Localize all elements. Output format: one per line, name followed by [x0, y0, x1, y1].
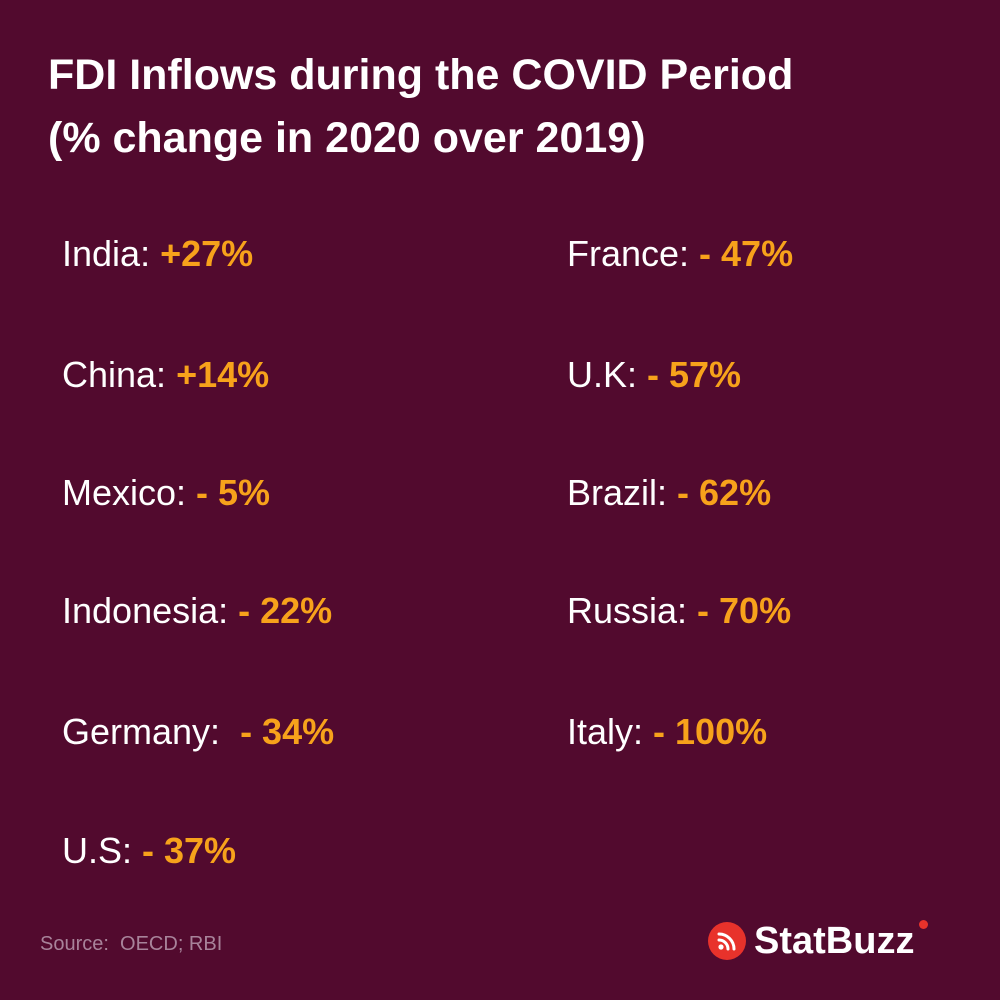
stat-label: China: — [62, 354, 177, 395]
brand-dot — [919, 919, 929, 929]
stat-value: - 5% — [196, 472, 271, 513]
stat-label: Indonesia: — [62, 590, 239, 631]
stat-value: - 57% — [647, 354, 742, 395]
stat-value: - 47% — [699, 233, 794, 274]
stat-value: - 22% — [238, 590, 333, 631]
stat-label: U.S: — [62, 830, 143, 871]
stat-label: Germany: — [62, 711, 241, 752]
stat-item-germany: Germany: - 34% — [62, 710, 334, 754]
stat-item-us: U.S: - 37% — [62, 829, 236, 873]
stat-value: - 100% — [653, 711, 768, 752]
stat-item-brazil: Brazil: - 62% — [567, 471, 771, 515]
stat-label: Russia: — [567, 590, 698, 631]
brand-name: StatBuzz — [754, 919, 929, 963]
source-note: Source: OECD; RBI — [40, 933, 223, 955]
stat-item-mexico: Mexico: - 5% — [62, 471, 270, 515]
rss-icon — [708, 922, 746, 960]
page-title: FDI Inflows during the COVID Period (% c… — [48, 44, 968, 170]
stat-label: India: — [62, 233, 161, 274]
stat-label: Mexico: — [62, 472, 197, 513]
stat-label: Brazil: — [567, 472, 678, 513]
stat-item-russia: Russia: - 70% — [567, 589, 791, 633]
stat-item-uk: U.K: - 57% — [567, 353, 741, 397]
stat-item-china: China: +14% — [62, 353, 269, 397]
stat-label: U.K: — [567, 354, 648, 395]
stat-item-italy: Italy: - 100% — [567, 710, 767, 754]
stat-value: +27% — [160, 233, 254, 274]
stat-item-indonesia: Indonesia: - 22% — [62, 589, 332, 633]
stat-label: Italy: — [567, 711, 654, 752]
stat-value: - 37% — [142, 830, 237, 871]
stat-item-india: India: +27% — [62, 232, 253, 276]
stat-label: France: — [567, 233, 700, 274]
stat-value: - 62% — [677, 472, 772, 513]
brand-logo: StatBuzz — [708, 918, 929, 964]
stat-value: +14% — [176, 354, 270, 395]
brand-text: StatBuzz — [754, 919, 915, 962]
title-line-1: FDI Inflows during the COVID Period — [48, 51, 794, 99]
stat-value: - 70% — [697, 590, 792, 631]
stat-value: - 34% — [240, 711, 335, 752]
stat-item-france: France: - 47% — [567, 232, 793, 276]
title-line-2: (% change in 2020 over 2019) — [48, 114, 646, 162]
